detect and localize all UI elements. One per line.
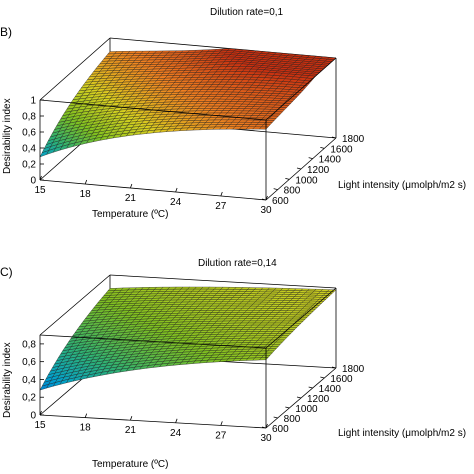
z-axis-label: Desirability index (2, 98, 13, 174)
x-tick-label: 18 (80, 423, 92, 434)
x-tick-mark (175, 418, 178, 423)
x-tick-mark (130, 416, 133, 421)
frame-edge (265, 57, 337, 121)
z-tick-label: 0,6 (22, 357, 36, 368)
y-tick-mark (285, 177, 290, 180)
z-axis-ticks: 0 0,2 0,4 0,6 0,8 (22, 339, 44, 422)
y-tick-mark (261, 198, 267, 201)
x-axis-ticks: 15 18 21 24 27 30 (34, 175, 272, 216)
x-tick-mark (130, 183, 133, 189)
y-tick-label: 800 (284, 186, 301, 197)
x-tick-label: 18 (80, 189, 92, 200)
y-tick-label: 800 (284, 414, 301, 425)
y-tick-mark (331, 366, 337, 369)
surface-mesh (39, 286, 337, 391)
x-tick-mark (265, 423, 268, 429)
x-tick-label: 15 (34, 420, 46, 431)
surface-mesh (39, 48, 337, 158)
y-axis-label: Light intensity (μmolph/m2 s) (338, 180, 466, 191)
y-tick-mark (308, 157, 313, 160)
z-tick-label: 0,8 (22, 339, 36, 350)
x-tick-label: 27 (215, 430, 227, 441)
panel-label: B) (0, 25, 12, 39)
x-tick-label: 21 (125, 193, 137, 204)
x-axis-ticks: 15 18 21 24 27 30 (34, 410, 272, 444)
frame-edge (39, 334, 267, 349)
z-tick-label: 0,6 (22, 128, 36, 139)
x-axis-label: Temperature (ºC) (92, 459, 168, 470)
y-tick-mark (296, 167, 302, 170)
frame-edge (39, 414, 267, 429)
chart-panel-c: C) Dilution rate=0,14 0 0,2 0,4 0,6 0,8 15 18… (0, 258, 466, 470)
x-tick-label: 21 (125, 425, 137, 436)
y-tick-label: 1200 (307, 394, 330, 405)
z-axis-label: Desirability index (2, 342, 13, 418)
y-tick-mark (261, 426, 267, 429)
panel-label: C) (0, 265, 13, 279)
y-tick-label: 1600 (330, 144, 353, 155)
chart-title: Dilution rate=0,1 (210, 7, 284, 18)
x-tick-mark (220, 421, 223, 426)
z-tick-label: 0 (30, 176, 36, 187)
frame-edge (39, 179, 267, 201)
y-tick-mark (308, 386, 313, 389)
y-axis-label: Light intensity (μmolph/m2 s) (338, 428, 466, 439)
x-tick-label: 30 (260, 433, 272, 444)
x-tick-mark (39, 175, 42, 181)
box-front-frame (39, 57, 337, 200)
z-axis-ticks: 0 0,2 0,4 0,6 0,8 1 (22, 96, 44, 187)
y-tick-label: 1800 (342, 364, 365, 375)
x-tick-label: 24 (170, 197, 182, 208)
y-tick-label: 600 (272, 424, 289, 435)
z-tick-label: 0,2 (22, 160, 36, 171)
frame-edge (39, 99, 267, 121)
z-tick-label: 0,4 (22, 375, 36, 386)
y-tick-label: 1600 (330, 374, 353, 385)
y-tick-mark (320, 376, 325, 379)
x-tick-mark (84, 413, 88, 418)
y-tick-mark (296, 396, 302, 399)
x-tick-mark (265, 195, 268, 201)
chart-panel-b: B) Dilution rate=0,1 0 0,2 0,4 0,6 0,8 1 15 18… (0, 7, 466, 220)
y-tick-label: 1000 (295, 175, 318, 186)
x-tick-mark (39, 410, 42, 416)
frame-edge (39, 37, 111, 101)
z-tick-label: 0,2 (22, 393, 36, 404)
y-tick-mark (285, 406, 290, 409)
y-tick-label: 1800 (342, 134, 365, 145)
y-tick-label: 600 (272, 196, 289, 207)
z-tick-label: 1 (30, 96, 36, 107)
y-tick-mark (331, 136, 337, 139)
z-tick-label: 0,4 (22, 144, 36, 155)
x-tick-label: 24 (170, 428, 182, 439)
z-tick-label: 0,8 (22, 112, 36, 123)
z-tick-label: 0 (30, 411, 36, 422)
y-tick-label: 1400 (319, 384, 342, 395)
frame-edge (265, 287, 337, 349)
x-axis-label: Temperature (ºC) (92, 209, 168, 220)
y-tick-label: 1200 (307, 165, 330, 176)
y-tick-mark (273, 188, 278, 191)
x-tick-label: 15 (34, 185, 46, 196)
frame-edge (109, 274, 337, 289)
y-tick-mark (273, 416, 278, 419)
y-tick-label: 1400 (319, 155, 342, 166)
frame-edge (39, 274, 111, 336)
y-tick-mark (320, 146, 325, 149)
x-tick-mark (84, 179, 88, 185)
x-tick-label: 30 (260, 205, 272, 216)
chart-title: Dilution rate=0,14 (198, 258, 277, 269)
box-front-frame (39, 287, 337, 428)
x-tick-mark (175, 187, 178, 193)
x-tick-mark (220, 191, 223, 197)
x-tick-label: 27 (215, 201, 227, 212)
y-tick-label: 1000 (295, 404, 318, 415)
